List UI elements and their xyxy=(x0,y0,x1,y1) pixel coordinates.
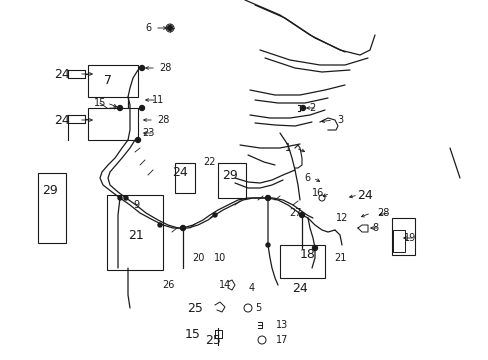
Circle shape xyxy=(118,196,122,200)
Text: 24: 24 xyxy=(291,282,307,294)
Bar xyxy=(88,108,138,140)
Circle shape xyxy=(158,223,162,227)
Text: 24: 24 xyxy=(356,189,372,202)
Circle shape xyxy=(181,226,184,230)
Text: 1: 1 xyxy=(285,143,290,153)
Text: 11: 11 xyxy=(152,95,164,105)
Text: 17: 17 xyxy=(275,335,287,345)
Text: 3: 3 xyxy=(336,115,343,125)
Bar xyxy=(175,163,195,193)
Text: 26: 26 xyxy=(162,280,174,290)
Bar xyxy=(38,173,66,243)
Text: 5: 5 xyxy=(254,303,261,313)
Circle shape xyxy=(139,105,144,111)
Text: 19: 19 xyxy=(403,233,415,243)
Circle shape xyxy=(265,195,270,201)
Bar xyxy=(391,218,414,255)
Text: 14: 14 xyxy=(219,280,231,290)
Circle shape xyxy=(300,105,305,111)
Bar xyxy=(218,163,245,198)
Text: 22: 22 xyxy=(203,157,216,167)
Text: 23: 23 xyxy=(142,128,154,138)
Circle shape xyxy=(265,196,269,200)
Text: 13: 13 xyxy=(275,320,287,330)
Text: 9: 9 xyxy=(133,200,139,210)
Text: 20: 20 xyxy=(191,253,204,263)
Text: 21: 21 xyxy=(128,229,143,242)
Text: 25: 25 xyxy=(187,302,203,315)
Text: 29: 29 xyxy=(222,168,237,181)
Text: 2: 2 xyxy=(308,103,314,113)
Text: 24: 24 xyxy=(172,166,187,179)
Text: 24: 24 xyxy=(54,113,70,126)
Text: 18: 18 xyxy=(300,248,315,261)
Circle shape xyxy=(265,243,269,247)
Text: 28: 28 xyxy=(376,208,388,218)
Bar xyxy=(107,195,163,270)
Text: 27: 27 xyxy=(288,208,301,218)
Text: 24: 24 xyxy=(54,68,70,81)
Circle shape xyxy=(213,213,217,217)
Text: 15: 15 xyxy=(184,328,201,342)
Text: 28: 28 xyxy=(157,115,169,125)
Text: 25: 25 xyxy=(204,333,221,346)
Circle shape xyxy=(139,66,144,71)
Text: 6: 6 xyxy=(144,23,151,33)
Text: 4: 4 xyxy=(248,283,255,293)
Text: 21: 21 xyxy=(333,253,346,263)
Text: 28: 28 xyxy=(159,63,171,73)
Circle shape xyxy=(124,196,128,200)
Circle shape xyxy=(180,225,185,230)
Circle shape xyxy=(117,105,122,111)
Text: 7: 7 xyxy=(104,73,112,86)
Circle shape xyxy=(135,138,140,143)
Text: 12: 12 xyxy=(335,213,347,223)
Circle shape xyxy=(167,26,172,31)
Circle shape xyxy=(299,212,304,217)
Text: 6: 6 xyxy=(304,173,309,183)
Circle shape xyxy=(312,246,317,251)
Text: 8: 8 xyxy=(371,223,377,233)
Bar xyxy=(88,65,138,97)
Bar xyxy=(392,230,404,252)
Bar xyxy=(280,245,325,278)
Text: 10: 10 xyxy=(213,253,225,263)
Text: 16: 16 xyxy=(311,188,324,198)
Text: 15: 15 xyxy=(94,98,106,108)
Text: 29: 29 xyxy=(42,184,58,197)
